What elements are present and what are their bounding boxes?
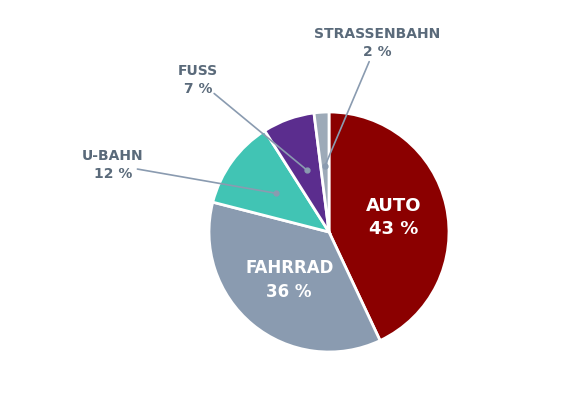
Wedge shape [264, 113, 329, 232]
Wedge shape [314, 112, 329, 232]
Wedge shape [329, 112, 449, 340]
Text: STRASSENBAHN
2 %: STRASSENBAHN 2 % [314, 27, 440, 59]
Text: U-BAHN
12 %: U-BAHN 12 % [82, 149, 144, 181]
Text: FAHRRAD
36 %: FAHRRAD 36 % [245, 259, 333, 301]
Text: AUTO
43 %: AUTO 43 % [366, 197, 421, 238]
Wedge shape [213, 131, 329, 232]
Text: FUSS
7 %: FUSS 7 % [178, 64, 218, 96]
Wedge shape [209, 202, 380, 352]
